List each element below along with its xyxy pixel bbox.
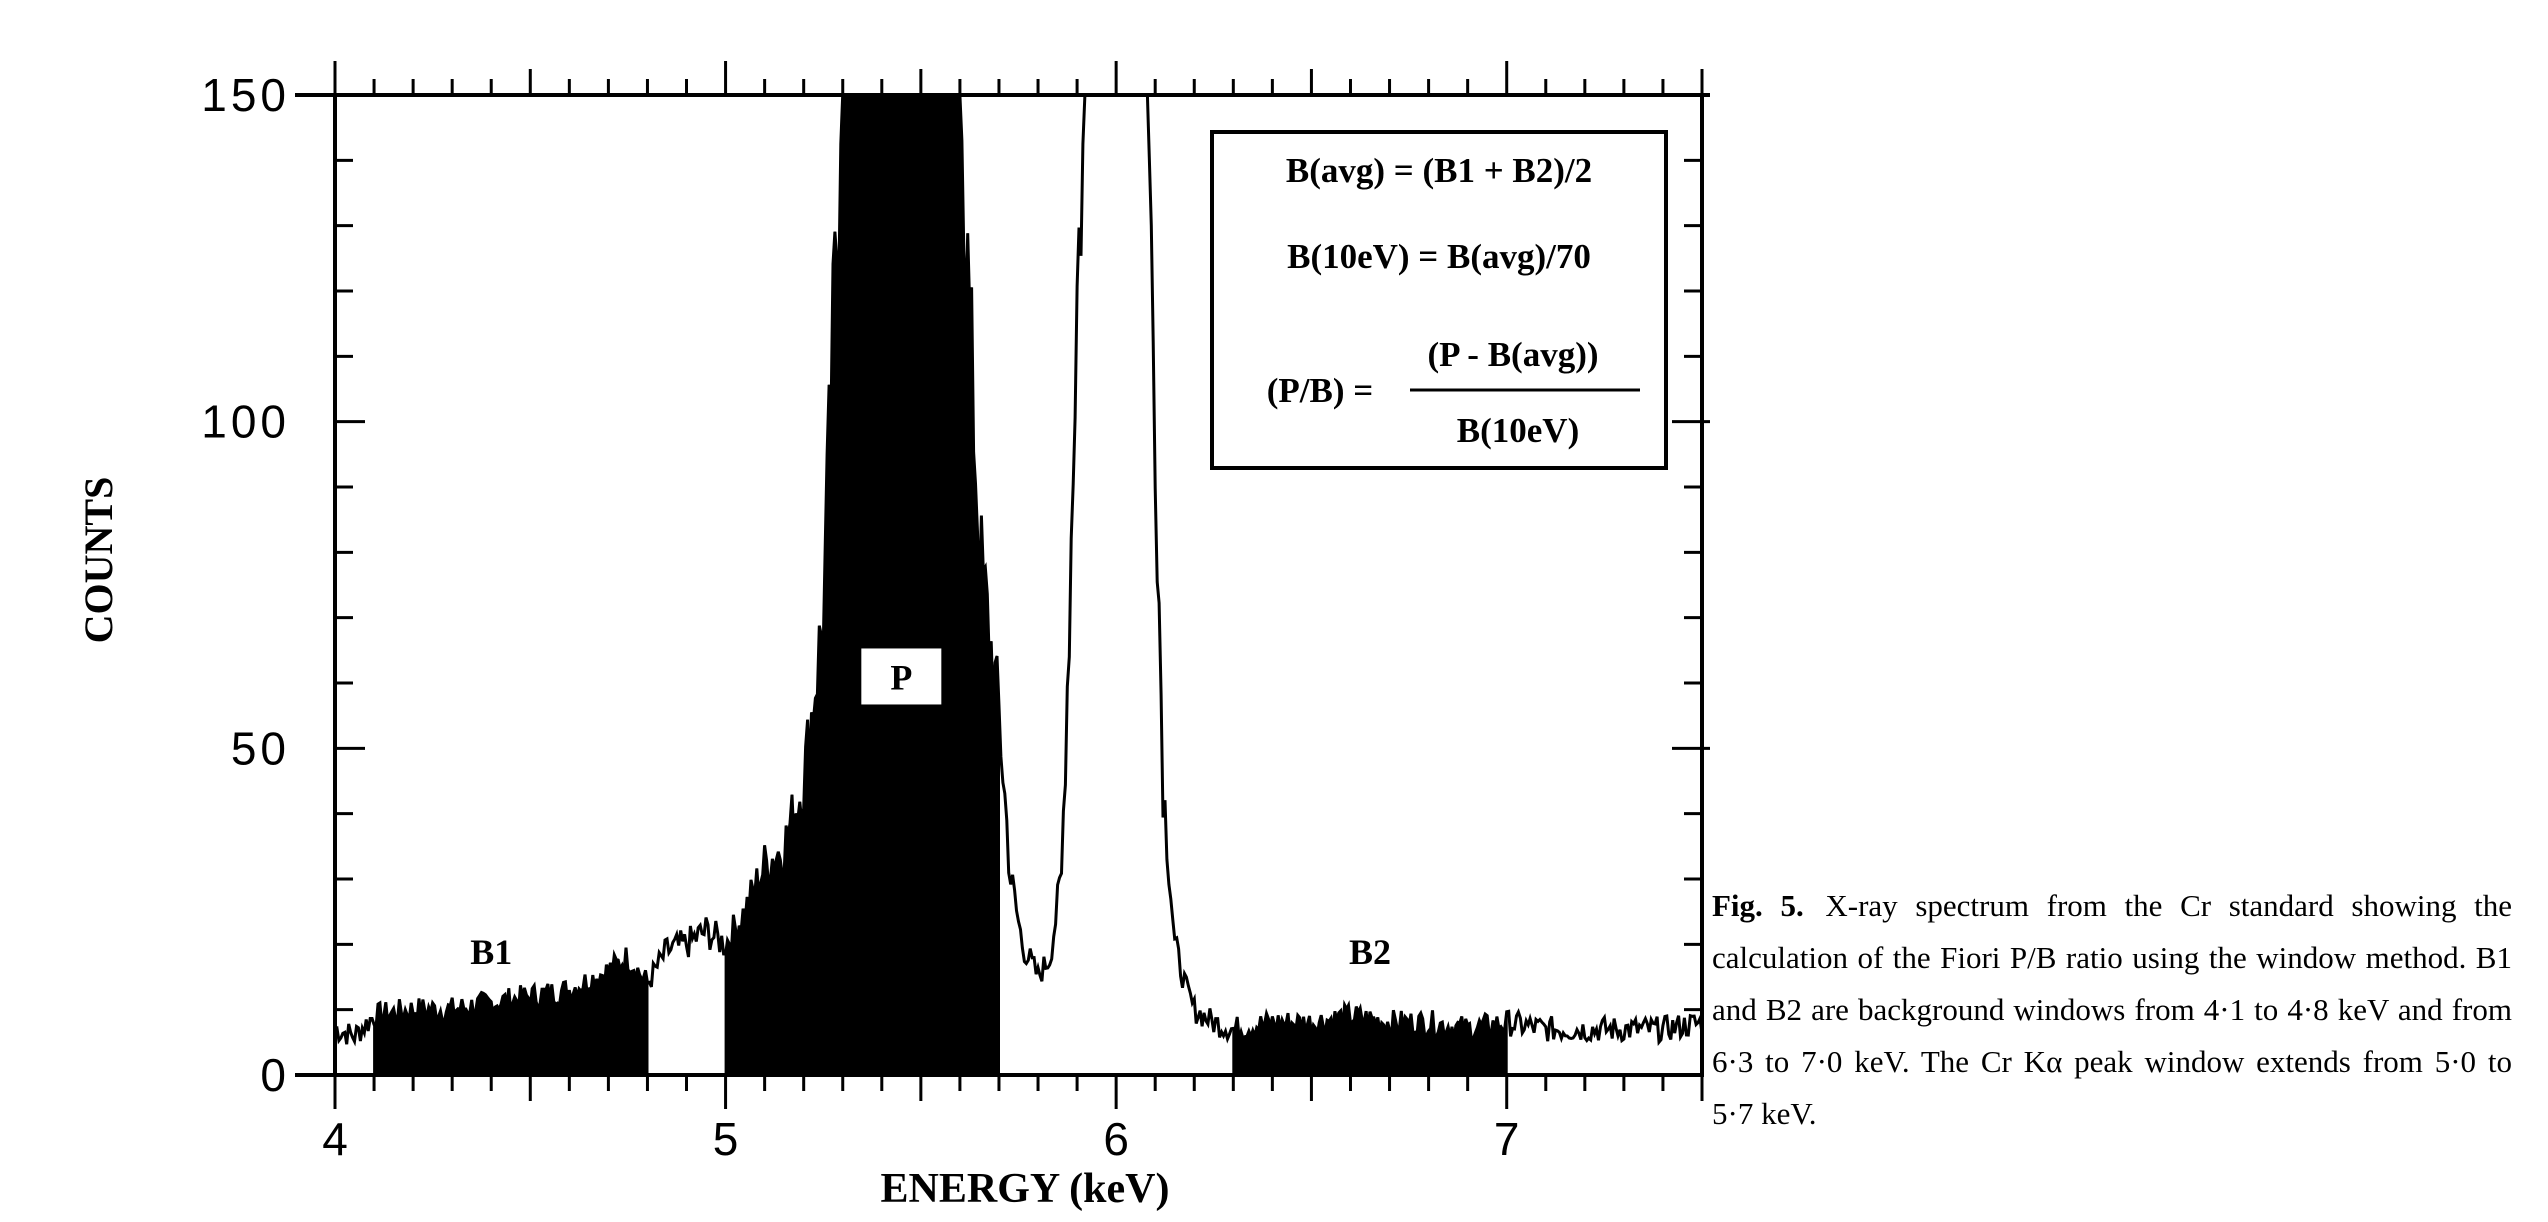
spectrum-chart: COUNTS ENERGY (keV) 4 5 6 7 0 50 100 150 B1 P B2 B… bbox=[76, 61, 1710, 1212]
y-axis-label: COUNTS bbox=[76, 477, 121, 644]
formula-line-3-numerator: (P - B(avg)) bbox=[1427, 335, 1598, 374]
formula-line-3-denominator: B(10eV) bbox=[1457, 411, 1579, 450]
x-tick-label: 6 bbox=[1103, 1113, 1129, 1165]
window-p bbox=[724, 94, 1000, 1076]
window-label-b2: B2 bbox=[1349, 932, 1391, 972]
formula-box-frame bbox=[1210, 130, 1668, 470]
spectrum-line bbox=[334, 93, 1704, 1047]
caption-label: Fig. 5. bbox=[1712, 888, 1804, 923]
x-tick-label: 5 bbox=[713, 1113, 739, 1165]
formula-line-2: B(10eV) = B(avg)/70 bbox=[1287, 237, 1591, 276]
y-tick-label: 0 bbox=[260, 1049, 290, 1101]
y-tick-label: 100 bbox=[201, 396, 290, 448]
figure-caption: Fig. 5. X-ray spectrum from the Cr stand… bbox=[1712, 880, 2512, 1140]
formula-box: B(avg) = (B1 + B2)/2 B(10eV) = B(avg)/70… bbox=[1210, 130, 1668, 470]
y-tick-label: 50 bbox=[231, 722, 290, 774]
window-label-p: P bbox=[890, 657, 912, 697]
formula-line-1: B(avg) = (B1 + B2)/2 bbox=[1286, 151, 1592, 190]
window-label-b1: B1 bbox=[470, 932, 512, 972]
plot-frame bbox=[333, 93, 1704, 1077]
x-axis-label: ENERGY (keV) bbox=[881, 1166, 1170, 1212]
y-tick-label: 150 bbox=[201, 69, 290, 121]
x-tick-label: 7 bbox=[1494, 1113, 1520, 1165]
x-tick-label: 4 bbox=[322, 1113, 348, 1165]
formula-line-3-lhs: (P/B) = bbox=[1267, 371, 1373, 410]
peak-label-box bbox=[861, 648, 942, 705]
caption-text: X-ray spectrum from the Cr standard show… bbox=[1712, 888, 2513, 1131]
